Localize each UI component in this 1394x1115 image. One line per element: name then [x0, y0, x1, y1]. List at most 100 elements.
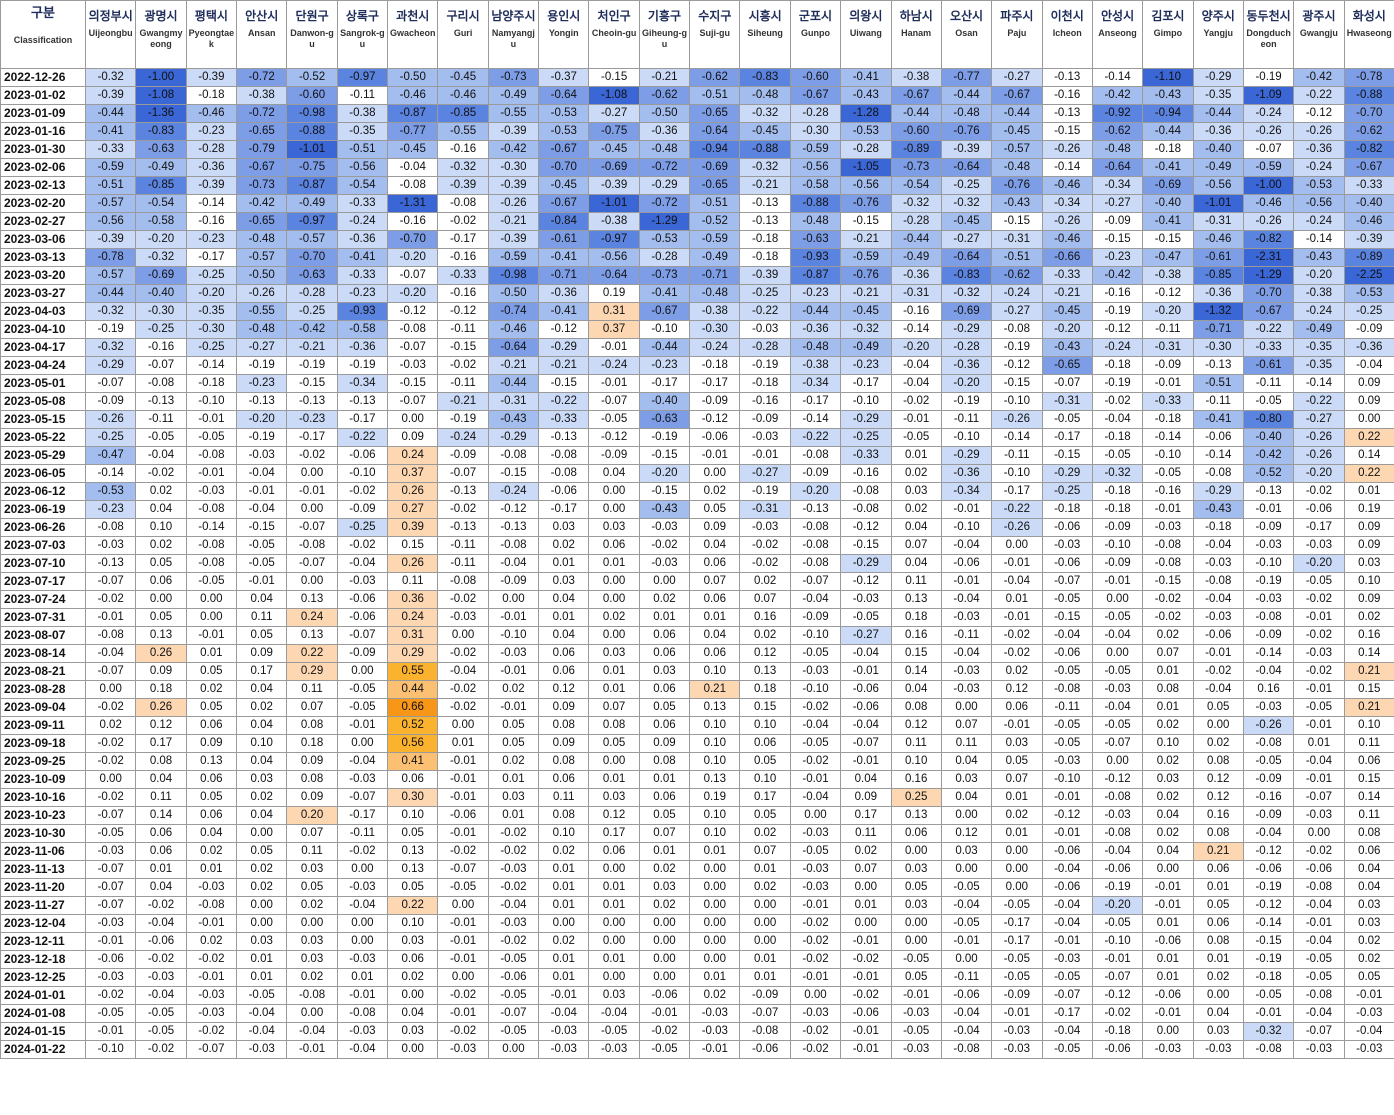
- heatmap-cell: -0.10: [185, 392, 238, 411]
- heatmap-cell: 0.00: [991, 842, 1043, 861]
- heatmap-cell: 0.02: [739, 824, 791, 843]
- heatmap-cell: -0.28: [739, 338, 791, 357]
- heatmap-cell: -0.59: [487, 248, 540, 267]
- heatmap-cell: -0.04: [437, 662, 489, 681]
- heatmap-cell: -0.28: [890, 212, 942, 231]
- heatmap-cell: 0.29: [387, 644, 439, 663]
- heatmap-cell: -0.65: [689, 176, 741, 195]
- heatmap-cell: 0.01: [487, 806, 540, 825]
- heatmap-cell: -0.17: [789, 392, 842, 411]
- heatmap-cell: -0.77: [387, 122, 439, 141]
- heatmap-cell: 0.01: [185, 860, 238, 879]
- heatmap-cell: 0.01: [689, 968, 741, 987]
- heatmap-cell: -0.13: [437, 482, 489, 501]
- heatmap-cell: -2.31: [1242, 248, 1295, 267]
- heatmap-cell: 0.00: [84, 770, 137, 789]
- heatmap-cell: 0.00: [588, 572, 640, 591]
- heatmap-cell: -0.26: [1242, 212, 1295, 231]
- heatmap-cell: -0.03: [739, 518, 791, 537]
- column-header-en: Giheung-gu: [641, 28, 687, 49]
- column-header-en: Cheoin-gu: [591, 28, 637, 38]
- column-header-ko: 안성시: [1100, 9, 1135, 23]
- column-header-en: Hwaseong: [1346, 28, 1392, 38]
- heatmap-cell: 0.00: [940, 698, 993, 717]
- table-row: 2023-04-24 -0.29 -0.07 -0.14 -0.19 -0.19 -0.19…: [0, 356, 1394, 375]
- column-header-ko: 양주시: [1201, 9, 1235, 23]
- heatmap-cell: -0.04: [840, 716, 892, 735]
- heatmap-cell: -0.08: [185, 446, 238, 465]
- heatmap-cell: 0.24: [387, 446, 439, 465]
- heatmap-cell: 0.01: [638, 770, 691, 789]
- heatmap-cell: -0.38: [689, 302, 741, 321]
- heatmap-cell: -0.30: [135, 302, 187, 321]
- heatmap-cell: 0.00: [890, 842, 942, 861]
- heatmap-cell: 0.06: [991, 698, 1043, 717]
- heatmap-cell: 0.02: [1343, 950, 1394, 969]
- column-header-en: Gunpo: [800, 28, 830, 38]
- column-header-en: Gwangju: [1299, 28, 1338, 38]
- heatmap-cell: -0.67: [991, 86, 1043, 105]
- heatmap-cell: -0.44: [487, 374, 540, 393]
- heatmap-cell: -0.22: [1242, 320, 1295, 339]
- heatmap-cell: 0.01: [588, 680, 640, 699]
- table-row: 2023-02-06 -0.59 -0.49 -0.36 -0.67 -0.75 -0.56…: [0, 158, 1394, 177]
- heatmap-cell: 0.02: [1142, 824, 1194, 843]
- heatmap-cell: -0.24: [991, 284, 1043, 303]
- table-row: 2024-01-01 -0.02 -0.04 -0.03 -0.05 -0.08 -0.01…: [0, 986, 1394, 1005]
- table-row: 2023-03-06 -0.39 -0.20 -0.23 -0.48 -0.57 -0.36…: [0, 230, 1394, 249]
- heatmap-cell: 0.02: [387, 968, 439, 987]
- column-header-ko: 안산시: [245, 9, 279, 23]
- heatmap-cell: -0.03: [789, 878, 842, 897]
- heatmap-cell: -0.92: [1091, 104, 1144, 123]
- heatmap-cell: -0.38: [789, 356, 842, 375]
- heatmap-cell: -0.01: [487, 698, 540, 717]
- table-row: 2023-07-17 -0.07 0.06 -0.05 -0.01 0.00 -0.03 0.…: [0, 572, 1394, 591]
- heatmap-cell: 0.03: [538, 518, 590, 537]
- heatmap-cell: -0.48: [789, 338, 842, 357]
- heatmap-cell: -0.01: [1293, 608, 1345, 627]
- heatmap-cell: -0.29: [84, 356, 137, 375]
- heatmap-cell: -0.05: [890, 950, 942, 969]
- heatmap-cell: 0.03: [538, 572, 590, 591]
- heatmap-cell: -0.03: [588, 1040, 640, 1059]
- heatmap-cell: -0.05: [1091, 446, 1144, 465]
- heatmap-cell: -0.12: [1091, 770, 1144, 789]
- heatmap-cell: -0.46: [1242, 194, 1295, 213]
- column-header: 오산시 Osan: [940, 0, 993, 69]
- heatmap-cell: 0.12: [940, 824, 993, 843]
- heatmap-cell: -0.01: [991, 608, 1043, 627]
- table-row: 2023-05-22 -0.25 -0.05 -0.05 -0.19 -0.17 -0.22…: [0, 428, 1394, 447]
- heatmap-cell: 0.04: [236, 680, 288, 699]
- heatmap-cell: -0.67: [890, 86, 942, 105]
- heatmap-cell: 0.06: [387, 770, 439, 789]
- row-date: 2023-07-17: [0, 572, 86, 591]
- heatmap-cell: 0.03: [1192, 1022, 1244, 1041]
- heatmap-cell: -0.88: [739, 140, 791, 159]
- heatmap-cell: -0.85: [135, 176, 187, 195]
- heatmap-cell: 0.00: [940, 950, 993, 969]
- heatmap-cell: 0.07: [1142, 644, 1194, 663]
- heatmap-cell: -0.69: [689, 158, 741, 177]
- heatmap-cell: -0.18: [1091, 1022, 1144, 1041]
- heatmap-cell: -0.02: [437, 1022, 489, 1041]
- heatmap-cell: 0.13: [286, 590, 338, 609]
- column-header-en: Hanam: [901, 28, 932, 38]
- heatmap-cell: -0.03: [84, 842, 137, 861]
- heatmap-cell: -0.39: [1343, 230, 1394, 249]
- heatmap-cell: -0.01: [689, 1040, 741, 1059]
- heatmap-cell: 0.00: [1142, 860, 1194, 879]
- heatmap-cell: -0.16: [1091, 284, 1144, 303]
- heatmap-cell: -0.27: [739, 464, 791, 483]
- heatmap-cell: -0.15: [638, 482, 691, 501]
- table-row: 2023-06-19 -0.23 0.04 -0.08 -0.04 0.00 -0.09 0.…: [0, 500, 1394, 519]
- heatmap-cell: -0.02: [437, 500, 489, 519]
- heatmap-cell: -0.05: [1293, 572, 1345, 591]
- heatmap-cell: -0.02: [1091, 1004, 1144, 1023]
- heatmap-cell: -0.03: [1041, 752, 1093, 771]
- heatmap-cell: 0.00: [135, 590, 187, 609]
- heatmap-cell: 0.02: [185, 932, 238, 951]
- heatmap-cell: 0.01: [588, 554, 640, 573]
- heatmap-cell: 0.06: [1343, 752, 1394, 771]
- heatmap-cell: -2.25: [1343, 266, 1394, 285]
- heatmap-cell: -0.01: [1242, 500, 1295, 519]
